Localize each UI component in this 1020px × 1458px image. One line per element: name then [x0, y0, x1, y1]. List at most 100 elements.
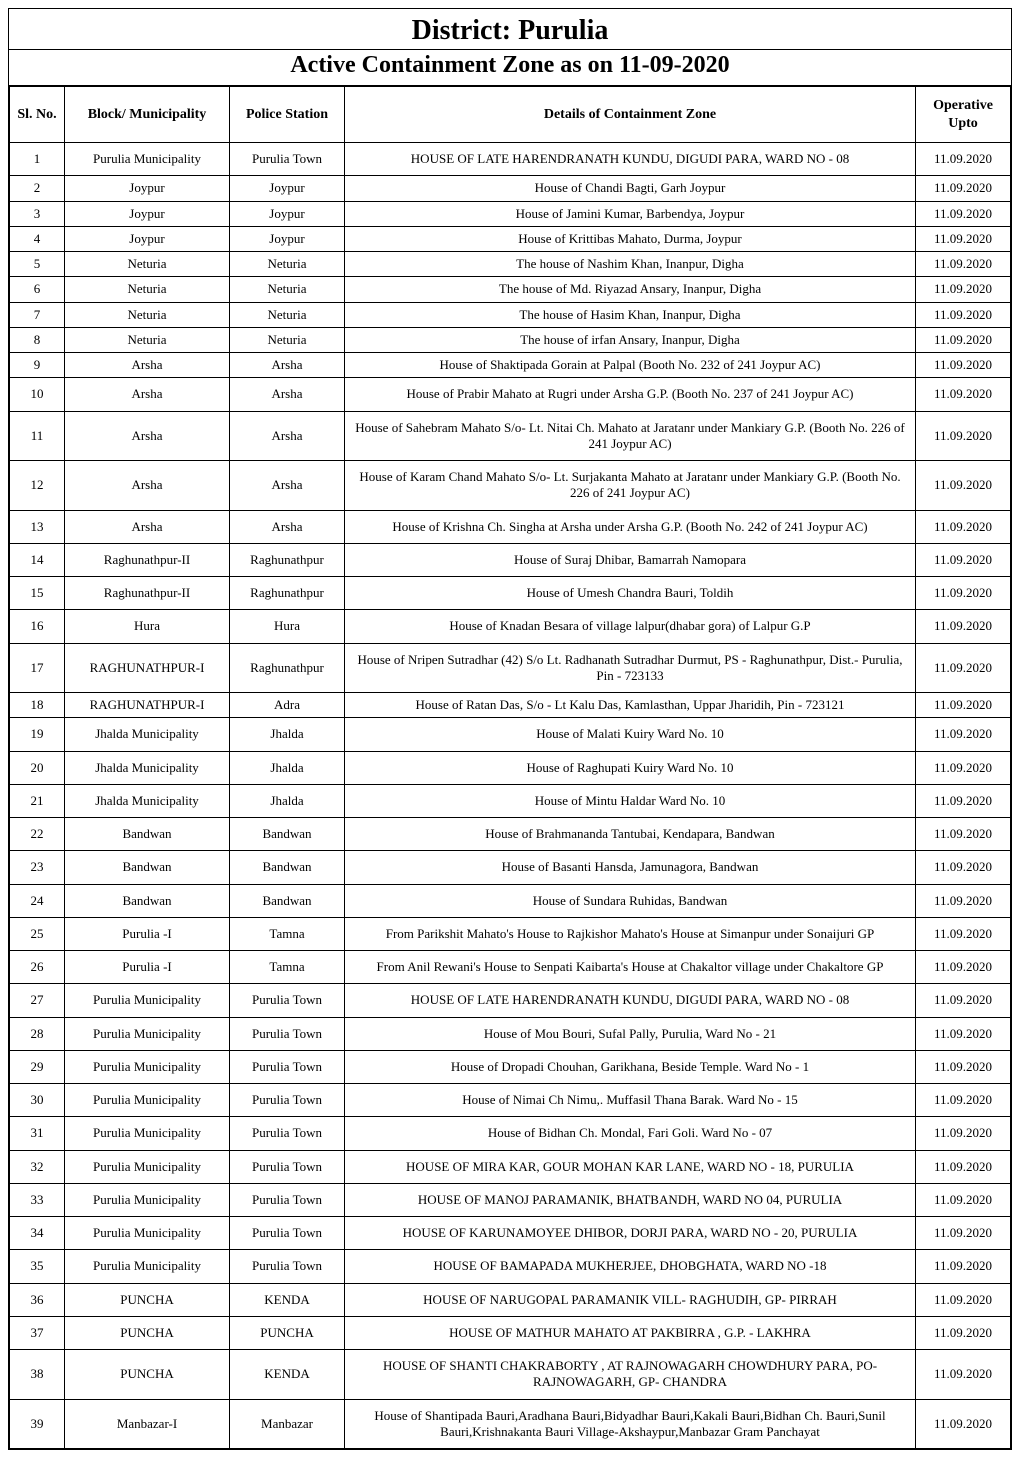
cell-op: 11.09.2020: [916, 1117, 1011, 1150]
cell-block: Purulia -I: [65, 917, 230, 950]
cell-sl: 28: [10, 1017, 65, 1050]
table-row: 14Raghunathpur-IIRaghunathpurHouse of Su…: [10, 543, 1011, 576]
cell-op: 11.09.2020: [916, 543, 1011, 576]
cell-sl: 4: [10, 226, 65, 251]
cell-details: The house of Nashim Khan, Inanpur, Digha: [345, 252, 916, 277]
cell-details: HOUSE OF MANOJ PARAMANIK, BHATBANDH, WAR…: [345, 1183, 916, 1216]
containment-table: Sl. No. Block/ Municipality Police Stati…: [9, 86, 1011, 1449]
cell-details: House of Bidhan Ch. Mondal, Fari Goli. W…: [345, 1117, 916, 1150]
cell-block: PUNCHA: [65, 1283, 230, 1316]
cell-details: House of Nripen Sutradhar (42) S/o Lt. R…: [345, 643, 916, 693]
cell-details: House of Knadan Besara of village lalpur…: [345, 610, 916, 643]
cell-police: Purulia Town: [230, 1084, 345, 1117]
cell-block: Neturia: [65, 327, 230, 352]
cell-op: 11.09.2020: [916, 1350, 1011, 1400]
table-row: 20Jhalda MunicipalityJhaldaHouse of Ragh…: [10, 751, 1011, 784]
cell-block: Joypur: [65, 201, 230, 226]
cell-police: Purulia Town: [230, 1117, 345, 1150]
cell-sl: 15: [10, 577, 65, 610]
table-row: 3JoypurJoypurHouse of Jamini Kumar, Barb…: [10, 201, 1011, 226]
table-row: 13ArshaArshaHouse of Krishna Ch. Singha …: [10, 510, 1011, 543]
cell-op: 11.09.2020: [916, 143, 1011, 176]
cell-block: Raghunathpur-II: [65, 577, 230, 610]
col-header-block: Block/ Municipality: [65, 87, 230, 143]
cell-block: Bandwan: [65, 884, 230, 917]
cell-op: 11.09.2020: [916, 277, 1011, 302]
cell-op: 11.09.2020: [916, 1183, 1011, 1216]
cell-police: Adra: [230, 693, 345, 718]
cell-police: Arsha: [230, 378, 345, 411]
cell-op: 11.09.2020: [916, 226, 1011, 251]
cell-police: Raghunathpur: [230, 577, 345, 610]
cell-sl: 37: [10, 1316, 65, 1349]
cell-block: Purulia Municipality: [65, 1084, 230, 1117]
cell-sl: 10: [10, 378, 65, 411]
cell-block: Neturia: [65, 277, 230, 302]
cell-sl: 18: [10, 693, 65, 718]
table-row: 36PUNCHAKENDAHOUSE OF NARUGOPAL PARAMANI…: [10, 1283, 1011, 1316]
cell-block: Purulia Municipality: [65, 1217, 230, 1250]
cell-police: Purulia Town: [230, 1183, 345, 1216]
col-header-op: Operative Upto: [916, 87, 1011, 143]
cell-op: 11.09.2020: [916, 302, 1011, 327]
cell-details: The house of Md. Riyazad Ansary, Inanpur…: [345, 277, 916, 302]
cell-sl: 34: [10, 1217, 65, 1250]
cell-op: 11.09.2020: [916, 784, 1011, 817]
cell-block: Arsha: [65, 353, 230, 378]
document-subtitle: Active Containment Zone as on 11-09-2020: [9, 50, 1011, 86]
cell-police: Bandwan: [230, 818, 345, 851]
cell-block: Joypur: [65, 176, 230, 201]
cell-sl: 23: [10, 851, 65, 884]
table-row: 31Purulia MunicipalityPurulia TownHouse …: [10, 1117, 1011, 1150]
cell-police: Joypur: [230, 176, 345, 201]
cell-op: 11.09.2020: [916, 252, 1011, 277]
cell-op: 11.09.2020: [916, 751, 1011, 784]
cell-police: Raghunathpur: [230, 543, 345, 576]
cell-police: Jhalda: [230, 751, 345, 784]
cell-sl: 33: [10, 1183, 65, 1216]
cell-details: House of Brahmananda Tantubai, Kendapara…: [345, 818, 916, 851]
table-row: 9ArshaArshaHouse of Shaktipada Gorain at…: [10, 353, 1011, 378]
cell-police: Purulia Town: [230, 1017, 345, 1050]
cell-details: House of Ratan Das, S/o - Lt Kalu Das, K…: [345, 693, 916, 718]
cell-details: House of Basanti Hansda, Jamunagora, Ban…: [345, 851, 916, 884]
cell-sl: 31: [10, 1117, 65, 1150]
table-row: 21Jhalda MunicipalityJhaldaHouse of Mint…: [10, 784, 1011, 817]
cell-details: House of Dropadi Chouhan, Garikhana, Bes…: [345, 1050, 916, 1083]
cell-block: Manbazar-I: [65, 1399, 230, 1449]
cell-op: 11.09.2020: [916, 1316, 1011, 1349]
cell-police: Tamna: [230, 917, 345, 950]
cell-block: Bandwan: [65, 851, 230, 884]
cell-details: House of Sundara Ruhidas, Bandwan: [345, 884, 916, 917]
cell-details: House of Sahebram Mahato S/o- Lt. Nitai …: [345, 411, 916, 461]
cell-sl: 24: [10, 884, 65, 917]
cell-op: 11.09.2020: [916, 1084, 1011, 1117]
table-row: 25Purulia -ITamnaFrom Parikshit Mahato's…: [10, 917, 1011, 950]
cell-op: 11.09.2020: [916, 818, 1011, 851]
table-row: 27Purulia MunicipalityPurulia TownHOUSE …: [10, 984, 1011, 1017]
cell-police: Manbazar: [230, 1399, 345, 1449]
cell-op: 11.09.2020: [916, 984, 1011, 1017]
cell-block: Jhalda Municipality: [65, 751, 230, 784]
table-row: 38PUNCHAKENDAHOUSE OF SHANTI CHAKRABORTY…: [10, 1350, 1011, 1400]
table-row: 26Purulia -ITamnaFrom Anil Rewani's Hous…: [10, 951, 1011, 984]
cell-details: House of Shantipada Bauri,Aradhana Bauri…: [345, 1399, 916, 1449]
cell-sl: 17: [10, 643, 65, 693]
cell-police: Purulia Town: [230, 1050, 345, 1083]
cell-block: Jhalda Municipality: [65, 718, 230, 751]
cell-details: House of Malati Kuiry Ward No. 10: [345, 718, 916, 751]
table-row: 2JoypurJoypurHouse of Chandi Bagti, Garh…: [10, 176, 1011, 201]
table-row: 29Purulia MunicipalityPurulia TownHouse …: [10, 1050, 1011, 1083]
cell-details: House of Nimai Ch Nimu,. Muffasil Thana …: [345, 1084, 916, 1117]
cell-sl: 12: [10, 461, 65, 511]
table-row: 18RAGHUNATHPUR-IAdraHouse of Ratan Das, …: [10, 693, 1011, 718]
cell-sl: 13: [10, 510, 65, 543]
cell-police: Bandwan: [230, 851, 345, 884]
cell-details: House of Raghupati Kuiry Ward No. 10: [345, 751, 916, 784]
cell-police: Purulia Town: [230, 1250, 345, 1283]
cell-op: 11.09.2020: [916, 378, 1011, 411]
cell-details: HOUSE OF LATE HARENDRANATH KUNDU, DIGUDI…: [345, 984, 916, 1017]
table-row: 28Purulia MunicipalityPurulia TownHouse …: [10, 1017, 1011, 1050]
cell-block: Purulia Municipality: [65, 1183, 230, 1216]
cell-op: 11.09.2020: [916, 510, 1011, 543]
